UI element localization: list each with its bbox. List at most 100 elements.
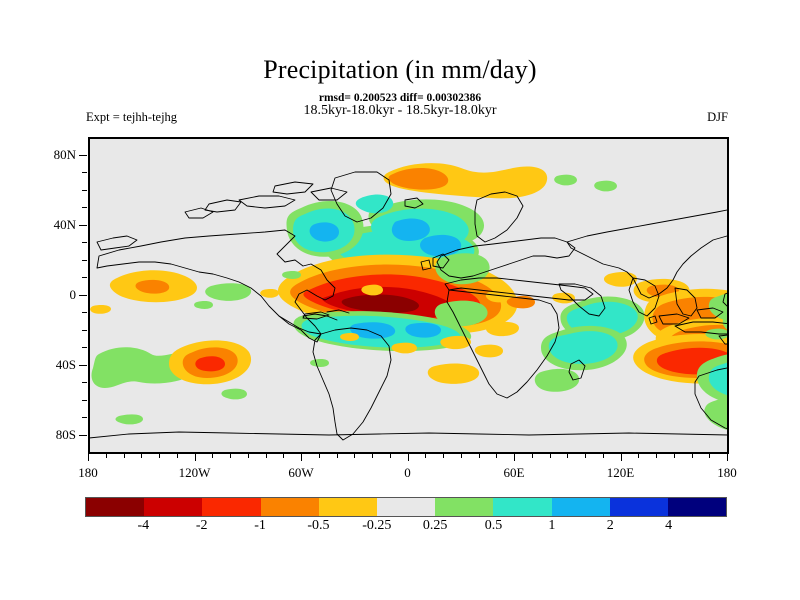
x-axis-minor-tick — [425, 453, 427, 458]
anomaly-patch-iceland-cool — [355, 194, 394, 214]
period-line: 18.5kyr-18.0kyr - 18.5kyr-18.0kyr — [303, 103, 497, 118]
colorbar-tick-label: 4 — [665, 518, 673, 533]
x-axis-minor-tick — [354, 453, 356, 458]
colorbar-tick-label: -0.5 — [307, 518, 330, 533]
colorbar: -4 -2 -1 -0.5 -0.25 0.25 0.5 1 2 4 — [85, 497, 727, 533]
x-axis-minor-tick — [496, 453, 498, 458]
x-axis-minor-tick — [318, 453, 320, 458]
x-axis-minor-tick — [283, 453, 285, 458]
y-axis-minor-tick — [82, 172, 87, 173]
experiment-label: Expt = tejhh-tejhg — [86, 110, 178, 124]
colorbar-band-2 — [202, 498, 261, 516]
anomaly-patch-med-3 — [552, 292, 575, 304]
x-axis-minor-tick — [176, 453, 178, 458]
x-axis-major-tick — [194, 453, 196, 461]
anomaly-patch-samerica-2 — [340, 333, 359, 341]
anomaly-patch-trop-atl-1 — [361, 284, 383, 296]
colorbar-band-1 — [144, 498, 203, 516]
anomaly-patch-npac-pos-core — [135, 279, 170, 294]
anomaly-patch-atl-sub-neg-core2 — [405, 322, 441, 338]
y-axis-minor-tick — [82, 189, 87, 191]
colorbar-tick-label: -4 — [137, 518, 150, 533]
anomaly-patch-arabia — [603, 271, 637, 287]
x-axis-minor-tick — [602, 453, 604, 458]
coastline-layer — [89, 171, 728, 441]
x-axis-minor-tick — [141, 453, 143, 458]
page-title: Precipitation (in mm/day) — [263, 55, 537, 84]
x-axis-minor-tick — [212, 453, 214, 458]
x-axis-tick-label: 60E — [503, 465, 525, 480]
anomaly-patch-natl-neg-core1 — [391, 218, 430, 241]
x-axis-minor-tick — [443, 453, 444, 458]
y-axis-major-tick — [79, 294, 87, 296]
x-axis-minor-tick — [336, 453, 338, 458]
x-axis-major-tick — [620, 453, 622, 461]
colorbar-tick-label: -0.25 — [362, 518, 392, 533]
colorbar-tick-label: 0.25 — [422, 518, 448, 533]
y-axis-minor-tick — [82, 242, 87, 243]
y-axis-minor-tick — [82, 347, 87, 348]
anomaly-patch-natl-neg-core2 — [420, 234, 462, 257]
anomaly-patch-wpac-green-1 — [722, 314, 728, 331]
anomaly-patch-siberia-1 — [554, 174, 577, 186]
x-axis-minor-tick — [585, 453, 586, 458]
anomaly-patch-atl-sub-neg-core1 — [350, 322, 396, 339]
y-axis-major-tick — [79, 154, 87, 156]
x-axis-minor-tick — [460, 453, 462, 458]
anomaly-patch-natl-pos-peak — [341, 294, 419, 313]
anomaly-patch-spac-green-sm — [221, 388, 247, 400]
colorbar-band-8 — [551, 498, 610, 516]
x-axis-minor-tick — [709, 453, 711, 458]
anomaly-shading-layer — [90, 163, 728, 430]
colorbar-band-9 — [609, 498, 668, 516]
x-axis-tick-label: 60W — [288, 465, 314, 480]
colorbar-band-4 — [318, 498, 377, 516]
x-axis-minor-tick — [389, 453, 391, 458]
y-axis-tick-label: 40S — [55, 356, 76, 372]
colorbar-tick-label: 0.5 — [484, 518, 503, 533]
colorbar-band-3 — [260, 498, 319, 516]
y-axis-tick-label: 80S — [55, 426, 76, 442]
x-axis-tick-label: 0 — [404, 465, 411, 480]
colorbar-tick-label: 1 — [548, 518, 556, 533]
x-axis-minor-tick — [372, 453, 373, 458]
x-axis-major-tick — [301, 453, 302, 461]
x-axis-major-tick — [727, 453, 728, 461]
statistics-line: rmsd= 0.200523 diff= 0.00302386 — [318, 92, 482, 104]
x-axis-tick-label: 180 — [717, 465, 737, 480]
anomaly-patch-epac-sm-1 — [282, 271, 301, 279]
anomaly-patch-sindian-green — [534, 368, 580, 392]
anomaly-patch-southern-ocean — [115, 414, 143, 425]
x-axis-minor-tick — [159, 453, 160, 458]
anomaly-patch-siberia-2 — [594, 180, 617, 192]
anomaly-patch-westeurope-green — [434, 300, 488, 327]
y-axis-minor-tick — [82, 329, 87, 331]
x-axis-tick-label: 120E — [606, 465, 635, 480]
x-axis-major-tick — [407, 453, 409, 461]
y-axis-tick-label: 80N — [53, 146, 76, 162]
anomaly-patch-epac-sm-3 — [90, 305, 111, 314]
x-axis-tick-label: 120W — [178, 465, 211, 480]
anomaly-patch-labrador-cool-core — [309, 222, 339, 242]
x-axis-major-tick — [514, 453, 515, 461]
anomaly-patch-eaus-green — [704, 397, 728, 430]
y-axis-minor-tick — [82, 382, 87, 383]
anomaly-patch-west-africa — [485, 321, 519, 337]
x-axis-minor-tick — [478, 453, 480, 458]
colorbar-band-7 — [493, 498, 552, 516]
y-axis-minor-tick — [82, 399, 87, 401]
y-axis-major-tick — [79, 224, 87, 226]
anomaly-patch-trop-atl-4 — [474, 344, 503, 358]
x-axis-minor-tick — [123, 453, 125, 458]
season-label: DJF — [707, 110, 728, 124]
colorbar-band-5 — [376, 498, 436, 516]
x-axis-minor-tick — [656, 453, 657, 458]
map-frame — [89, 138, 728, 453]
x-axis-minor-tick — [105, 453, 107, 458]
anomaly-patch-sahel — [440, 335, 471, 350]
anomaly-patch-cpac-orange-sm — [260, 289, 279, 298]
anomaly-patch-indian-neg2 — [548, 331, 618, 364]
x-axis-minor-tick — [691, 453, 693, 458]
x-axis-minor-tick — [531, 453, 533, 458]
